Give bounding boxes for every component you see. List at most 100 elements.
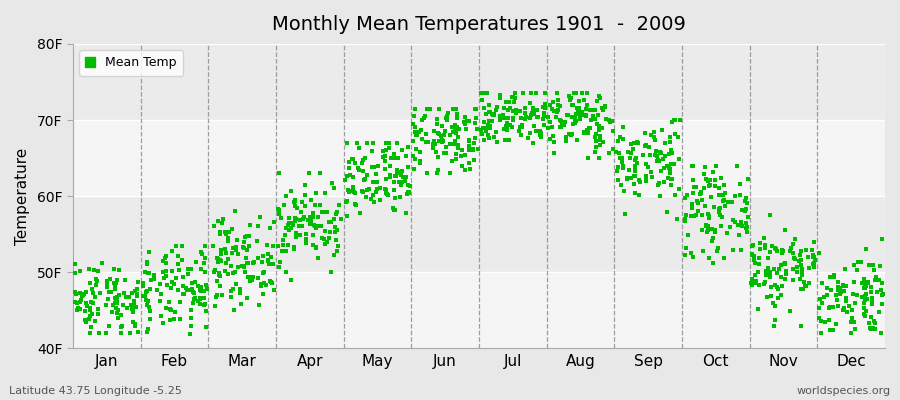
Point — [304, 218, 319, 224]
Point — [630, 160, 644, 166]
Point — [863, 314, 878, 320]
Point — [79, 289, 94, 295]
Point — [572, 105, 587, 111]
Point — [86, 290, 100, 296]
Point — [128, 288, 142, 294]
Point — [562, 96, 577, 103]
Point — [583, 117, 598, 124]
Point — [714, 174, 728, 181]
Point — [128, 323, 142, 329]
Point — [814, 300, 829, 306]
Point — [757, 281, 771, 288]
Point — [164, 284, 178, 291]
Point — [400, 189, 415, 195]
Point — [534, 133, 548, 140]
Point — [647, 128, 662, 135]
Point — [382, 174, 397, 180]
Point — [588, 134, 602, 140]
Point — [221, 270, 236, 277]
Point — [272, 207, 286, 214]
Point — [536, 116, 550, 122]
Point — [668, 131, 682, 137]
Point — [437, 128, 452, 135]
Point — [466, 157, 481, 163]
Point — [159, 253, 174, 259]
Point — [295, 216, 310, 223]
Point — [593, 95, 608, 101]
Point — [80, 303, 94, 310]
Point — [390, 140, 404, 146]
Point — [309, 245, 323, 251]
Point — [367, 163, 382, 170]
Point — [474, 127, 489, 133]
Point — [663, 170, 678, 176]
Point — [184, 331, 198, 337]
Point — [866, 325, 880, 331]
Point — [598, 103, 612, 110]
Point — [662, 163, 676, 170]
Point — [802, 280, 816, 286]
Point — [697, 185, 711, 192]
Point — [426, 145, 440, 152]
Point — [466, 147, 481, 153]
Point — [513, 107, 527, 114]
Point — [320, 239, 334, 245]
Point — [119, 294, 133, 300]
Point — [850, 291, 864, 298]
Point — [572, 98, 587, 104]
Point — [591, 155, 606, 161]
Point — [788, 256, 802, 262]
Point — [130, 291, 144, 297]
Point — [784, 245, 798, 251]
Point — [628, 166, 643, 172]
Point — [360, 187, 374, 194]
Point — [86, 300, 100, 307]
Point — [616, 124, 630, 130]
Point — [153, 298, 167, 304]
Point — [193, 287, 207, 293]
Point — [290, 205, 304, 212]
Point — [110, 310, 124, 316]
Point — [284, 188, 298, 194]
Point — [360, 172, 374, 178]
Point — [271, 243, 285, 249]
Point — [487, 134, 501, 140]
Point — [402, 182, 417, 189]
Point — [487, 111, 501, 117]
Point — [373, 197, 387, 203]
Point — [309, 222, 323, 229]
Point — [357, 176, 372, 182]
Point — [264, 253, 278, 260]
Point — [237, 244, 251, 251]
Point — [747, 257, 761, 263]
Point — [614, 181, 628, 188]
Point — [220, 238, 235, 244]
Point — [574, 108, 589, 115]
Point — [439, 115, 454, 121]
Point — [177, 290, 192, 297]
Point — [835, 282, 850, 288]
Point — [339, 197, 354, 204]
Point — [577, 129, 591, 135]
Point — [739, 220, 753, 226]
Point — [761, 265, 776, 272]
Point — [429, 149, 444, 155]
Point — [861, 320, 876, 326]
Point — [716, 198, 730, 204]
Point — [400, 191, 414, 198]
Point — [339, 213, 354, 220]
Point — [774, 292, 788, 298]
Point — [489, 128, 503, 135]
Point — [490, 104, 504, 110]
Point — [580, 102, 594, 108]
Point — [858, 292, 872, 299]
Point — [857, 300, 871, 306]
Point — [562, 131, 577, 138]
Point — [327, 252, 341, 258]
Point — [653, 150, 668, 156]
Point — [69, 300, 84, 307]
Point — [547, 150, 562, 156]
Point — [761, 254, 776, 261]
Point — [596, 139, 610, 146]
Point — [774, 274, 788, 280]
